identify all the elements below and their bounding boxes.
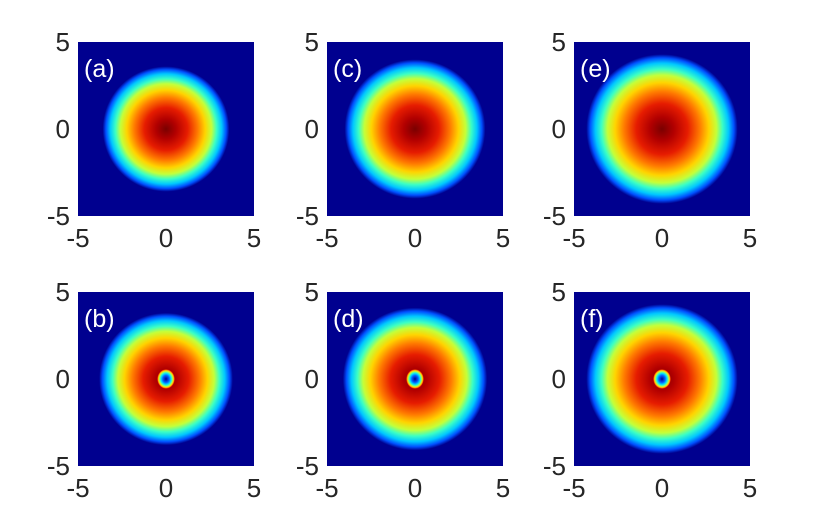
- x-tick-label: 0: [655, 223, 669, 253]
- vortex-core: [653, 369, 671, 389]
- x-tick-label: -5: [66, 473, 89, 503]
- y-tick-label: 5: [56, 277, 70, 307]
- panel-label: (f): [580, 305, 604, 333]
- y-tick-label: 5: [552, 27, 566, 57]
- y-tick-label: 0: [56, 364, 70, 394]
- y-tick-label: 5: [305, 277, 319, 307]
- y-tick-label: 0: [305, 364, 319, 394]
- y-tick-label: 5: [56, 27, 70, 57]
- density-blob: [102, 66, 230, 192]
- panel-label: (b): [84, 305, 115, 333]
- x-tick-label: 0: [408, 473, 422, 503]
- y-tick-label: -5: [296, 451, 319, 481]
- y-tick-label: -5: [296, 201, 319, 231]
- y-tick-label: 5: [552, 277, 566, 307]
- panel-c: (c) 5 0 -5-5 0 5: [296, 27, 510, 253]
- density-blob: [586, 54, 738, 204]
- x-tick-label: 5: [743, 473, 757, 503]
- x-tick-label: -5: [562, 473, 585, 503]
- x-tick-label: 0: [408, 223, 422, 253]
- y-tick-label: -5: [543, 451, 566, 481]
- y-tick-label: 0: [56, 114, 70, 144]
- x-tick-label: -5: [315, 223, 338, 253]
- panel-label: (c): [333, 55, 362, 83]
- panel-label: (d): [333, 305, 364, 333]
- vortex-core: [157, 369, 175, 389]
- y-tick-label: 0: [552, 114, 566, 144]
- panel-label: (e): [580, 55, 611, 83]
- panel-a: (a) 5 0 -5-5 0 5: [47, 27, 261, 253]
- x-tick-label: 0: [655, 473, 669, 503]
- panel-e: (e) 5 0 -5-5 0 5: [543, 27, 757, 253]
- x-tick-label: -5: [562, 223, 585, 253]
- density-blob: [344, 59, 486, 199]
- panels-group: (a)50-5-5 0 5(c)50-5-5 0 5(e)50-5-5 0 5(b)50-5…: [47, 27, 757, 503]
- y-tick-label: -5: [543, 201, 566, 231]
- panel-b: (b) 5 0 -5-5 0 5: [47, 277, 261, 503]
- y-tick-label: 5: [305, 27, 319, 57]
- panel-f: (f) 5 0 -5-5 0 5: [543, 277, 757, 503]
- x-tick-label: 5: [247, 223, 261, 253]
- x-tick-label: -5: [66, 223, 89, 253]
- y-tick-label: 0: [552, 364, 566, 394]
- x-tick-label: 5: [743, 223, 757, 253]
- y-tick-label: -5: [47, 201, 70, 231]
- x-tick-label: 5: [247, 473, 261, 503]
- y-tick-label: 0: [305, 114, 319, 144]
- x-tick-label: 5: [496, 473, 510, 503]
- x-tick-label: 5: [496, 223, 510, 253]
- panel-d: (d) 5 0 -5-5 0 5: [296, 277, 510, 503]
- x-tick-label: 0: [159, 473, 173, 503]
- x-tick-label: -5: [315, 473, 338, 503]
- panel-label: (a): [84, 55, 115, 83]
- x-tick-label: 0: [159, 223, 173, 253]
- vortex-core: [406, 369, 424, 389]
- y-tick-label: -5: [47, 451, 70, 481]
